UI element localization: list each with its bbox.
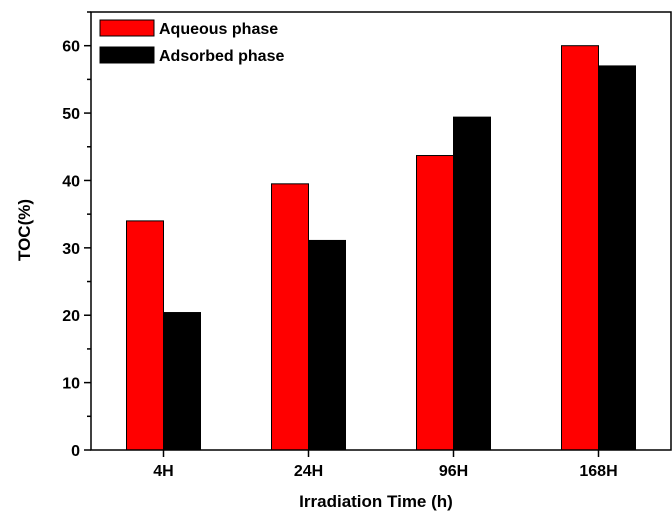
bars-layer bbox=[126, 45, 636, 451]
bar-aqueous-phase-4h bbox=[126, 220, 164, 451]
x-tick-label: 24H bbox=[294, 463, 323, 480]
bar-aqueous-phase-168h bbox=[561, 45, 599, 451]
y-tick-label: 60 bbox=[62, 39, 80, 56]
legend-label-adsorbed: Adsorbed phase bbox=[159, 48, 284, 65]
x-tick-label: 96H bbox=[439, 463, 468, 480]
y-axis-title: TOC(%) bbox=[15, 199, 34, 261]
bar-adsorbed-phase-96h bbox=[453, 116, 491, 451]
bar-adsorbed-phase-24h bbox=[308, 239, 346, 451]
x-axis-title: Irradiation Time (h) bbox=[299, 492, 453, 511]
y-tick-label: 50 bbox=[62, 106, 80, 123]
y-tick-label: 40 bbox=[62, 173, 80, 190]
y-tick-label: 20 bbox=[62, 308, 80, 325]
y-tick-label: 0 bbox=[71, 443, 80, 460]
legend: Aqueous phase Adsorbed phase bbox=[99, 19, 284, 65]
bar-adsorbed-phase-4h bbox=[163, 312, 201, 451]
y-tick-label: 30 bbox=[62, 241, 80, 258]
axes-layer: 0 10 20 30 40 50 60 4H 24H 96H 168H bbox=[62, 11, 672, 480]
bar-adsorbed-phase-168h bbox=[598, 65, 636, 451]
legend-label-aqueous: Aqueous phase bbox=[159, 21, 278, 38]
y-tick-label: 10 bbox=[62, 376, 80, 393]
bar-aqueous-phase-96h bbox=[416, 155, 454, 451]
legend-swatch-aqueous bbox=[99, 19, 155, 37]
x-tick-label: 168H bbox=[579, 463, 617, 480]
bar-aqueous-phase-24h bbox=[271, 183, 309, 451]
legend-swatch-adsorbed bbox=[99, 46, 155, 64]
x-tick-label: 4H bbox=[153, 463, 173, 480]
plot-frame bbox=[90, 11, 672, 451]
